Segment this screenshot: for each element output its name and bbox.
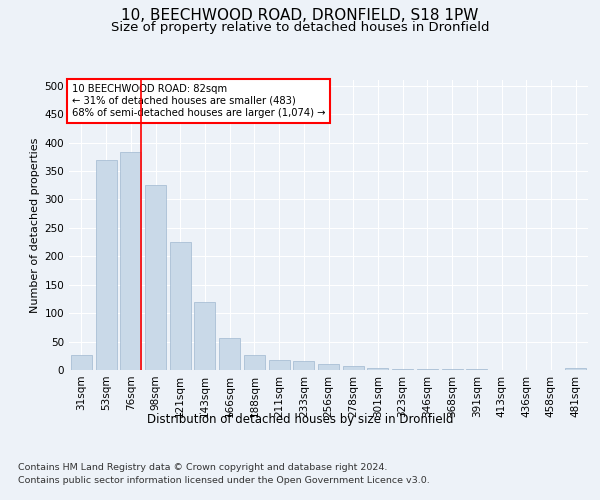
Bar (565, 368, 586, 370)
Bar (318, 364, 339, 370)
Text: 10, BEECHWOOD ROAD, DRONFIELD, S18 1PW: 10, BEECHWOOD ROAD, DRONFIELD, S18 1PW (121, 8, 479, 22)
Bar (367, 368, 388, 370)
Bar (120, 152, 141, 370)
Bar (145, 185, 166, 370)
Bar (293, 362, 314, 370)
Text: Size of property relative to detached houses in Dronfield: Size of property relative to detached ho… (111, 21, 489, 34)
Bar (219, 338, 240, 370)
Bar (170, 242, 191, 370)
Text: Distribution of detached houses by size in Dronfield: Distribution of detached houses by size … (147, 412, 453, 426)
Y-axis label: Number of detached properties: Number of detached properties (30, 138, 40, 312)
Bar (194, 302, 215, 370)
Bar (95, 160, 116, 370)
Bar (343, 366, 364, 370)
Bar (269, 360, 290, 370)
Bar (71, 354, 92, 370)
Text: Contains HM Land Registry data © Crown copyright and database right 2024.: Contains HM Land Registry data © Crown c… (18, 462, 388, 471)
Text: 10 BEECHWOOD ROAD: 82sqm
← 31% of detached houses are smaller (483)
68% of semi-: 10 BEECHWOOD ROAD: 82sqm ← 31% of detach… (71, 84, 325, 117)
Text: Contains public sector information licensed under the Open Government Licence v3: Contains public sector information licen… (18, 476, 430, 485)
Bar (392, 369, 413, 370)
Bar (244, 354, 265, 370)
